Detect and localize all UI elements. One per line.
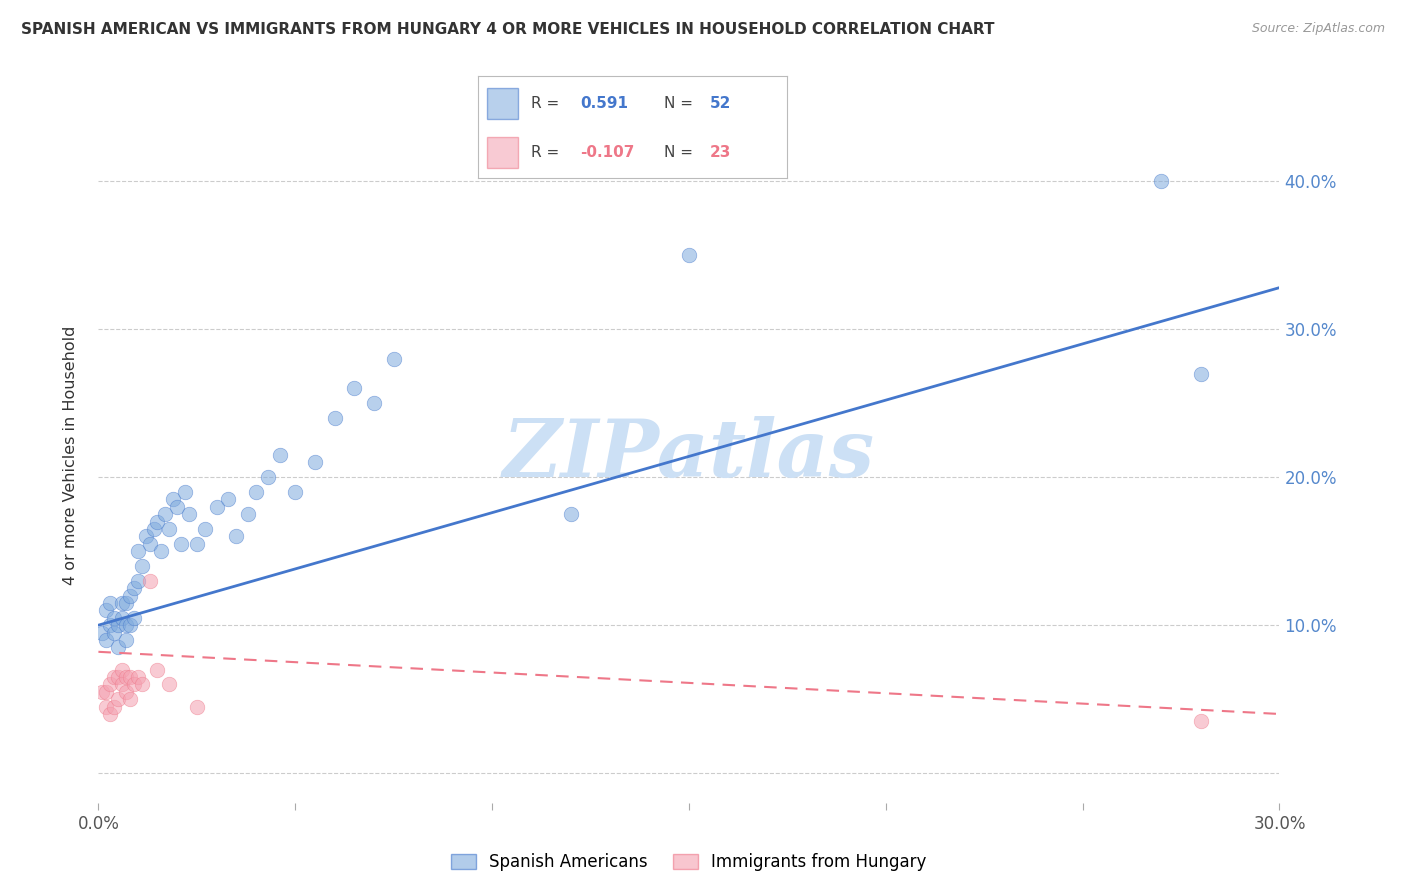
Point — [142, 522, 165, 536]
Point — [131, 558, 153, 573]
Point — [150, 544, 173, 558]
Point — [135, 529, 157, 543]
Point — [256, 470, 278, 484]
Point — [138, 537, 160, 551]
Text: Source: ZipAtlas.com: Source: ZipAtlas.com — [1251, 22, 1385, 36]
Point — [122, 611, 145, 625]
Point — [194, 522, 217, 536]
Point — [98, 596, 121, 610]
Point — [217, 492, 239, 507]
Point — [103, 625, 125, 640]
Point — [118, 618, 141, 632]
Point — [103, 611, 125, 625]
Point — [107, 670, 129, 684]
Bar — [488, 137, 519, 168]
Point — [1189, 714, 1212, 729]
Point — [115, 632, 138, 647]
Point — [118, 589, 141, 603]
Point — [236, 507, 259, 521]
Point — [162, 492, 184, 507]
Point — [111, 663, 134, 677]
Point — [127, 574, 149, 588]
Point — [103, 699, 125, 714]
Point — [107, 692, 129, 706]
Legend: Spanish Americans, Immigrants from Hungary: Spanish Americans, Immigrants from Hunga… — [444, 847, 934, 878]
Point — [186, 537, 208, 551]
Bar — [488, 88, 519, 119]
Text: -0.107: -0.107 — [581, 145, 634, 161]
Point — [323, 411, 346, 425]
Point — [304, 455, 326, 469]
Point — [155, 507, 177, 521]
Text: N =: N = — [664, 145, 693, 161]
Point — [118, 692, 141, 706]
Point — [186, 699, 208, 714]
Text: R =: R = — [530, 145, 558, 161]
Point — [678, 248, 700, 262]
Point — [382, 351, 405, 366]
Point — [157, 677, 180, 691]
Text: ZIPatlas: ZIPatlas — [503, 417, 875, 493]
Point — [205, 500, 228, 514]
Point — [91, 625, 114, 640]
Point — [107, 618, 129, 632]
Text: 23: 23 — [710, 145, 731, 161]
Text: N =: N = — [664, 96, 693, 111]
Point — [96, 603, 118, 617]
Point — [122, 677, 145, 691]
Text: SPANISH AMERICAN VS IMMIGRANTS FROM HUNGARY 4 OR MORE VEHICLES IN HOUSEHOLD CORR: SPANISH AMERICAN VS IMMIGRANTS FROM HUNG… — [21, 22, 994, 37]
Point — [157, 522, 180, 536]
Point — [115, 685, 138, 699]
Point — [138, 574, 160, 588]
Point — [96, 685, 118, 699]
Point — [174, 484, 197, 499]
Point — [115, 596, 138, 610]
Point — [363, 396, 385, 410]
Point — [127, 670, 149, 684]
Point — [98, 618, 121, 632]
Point — [1189, 367, 1212, 381]
Point — [91, 685, 114, 699]
Point — [122, 581, 145, 595]
Point — [111, 596, 134, 610]
Point — [96, 632, 118, 647]
Point — [245, 484, 267, 499]
Point — [118, 670, 141, 684]
Point — [111, 677, 134, 691]
Point — [98, 706, 121, 721]
Point — [284, 484, 307, 499]
Point — [96, 699, 118, 714]
Point — [103, 670, 125, 684]
Point — [131, 677, 153, 691]
Text: R =: R = — [530, 96, 558, 111]
Text: 0.591: 0.591 — [581, 96, 628, 111]
Text: 52: 52 — [710, 96, 731, 111]
Point — [127, 544, 149, 558]
Point — [166, 500, 188, 514]
Point — [107, 640, 129, 655]
Point — [343, 381, 366, 395]
Point — [146, 663, 169, 677]
Point — [269, 448, 291, 462]
Point — [98, 677, 121, 691]
Y-axis label: 4 or more Vehicles in Household: 4 or more Vehicles in Household — [63, 326, 77, 584]
Point — [111, 611, 134, 625]
Point — [146, 515, 169, 529]
Point — [560, 507, 582, 521]
Point — [115, 618, 138, 632]
Point — [115, 670, 138, 684]
Point — [170, 537, 193, 551]
Point — [1150, 174, 1173, 188]
Point — [177, 507, 200, 521]
Point — [225, 529, 247, 543]
